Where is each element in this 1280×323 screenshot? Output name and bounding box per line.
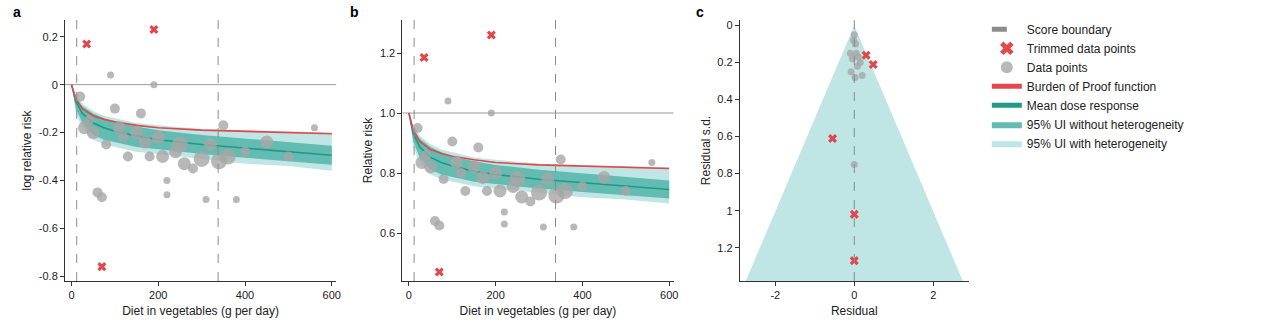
svg-text:0.6: 0.6 — [380, 227, 395, 239]
svg-text:95% UI without heterogeneity: 95% UI without heterogeneity — [1027, 118, 1184, 132]
svg-text:200: 200 — [149, 289, 167, 301]
svg-text:-0.2: -0.2 — [39, 126, 58, 138]
svg-text:b: b — [350, 4, 359, 20]
svg-text:1: 1 — [726, 205, 732, 217]
svg-text:Relative risk: Relative risk — [361, 117, 375, 183]
svg-text:1.0: 1.0 — [380, 107, 395, 119]
svg-text:-0.8: -0.8 — [39, 270, 58, 282]
svg-text:-0.6: -0.6 — [39, 222, 58, 234]
svg-text:Trimmed data points: Trimmed data points — [1027, 42, 1136, 56]
svg-text:Residual s.d.: Residual s.d. — [699, 116, 713, 185]
svg-text:600: 600 — [323, 289, 341, 301]
svg-text:log relative risk: log relative risk — [20, 109, 34, 190]
svg-text:2: 2 — [930, 289, 936, 301]
svg-text:a: a — [13, 4, 21, 20]
svg-text:Mean dose response: Mean dose response — [1027, 99, 1139, 113]
svg-text:0: 0 — [851, 289, 857, 301]
svg-text:Diet in vegetables (g per day): Diet in vegetables (g per day) — [460, 304, 617, 318]
svg-text:600: 600 — [660, 289, 678, 301]
svg-text:0.8: 0.8 — [717, 167, 732, 179]
svg-text:c: c — [696, 4, 704, 20]
svg-text:0.4: 0.4 — [717, 93, 732, 105]
svg-text:200: 200 — [486, 289, 504, 301]
svg-text:Score boundary: Score boundary — [1027, 23, 1112, 37]
svg-text:0: 0 — [726, 19, 732, 31]
svg-text:Residual: Residual — [831, 304, 878, 318]
svg-text:Diet in vegetables (g per day): Diet in vegetables (g per day) — [122, 304, 279, 318]
svg-text:0: 0 — [406, 289, 412, 301]
svg-text:1.2: 1.2 — [717, 242, 732, 254]
svg-text:400: 400 — [236, 289, 254, 301]
svg-text:0.6: 0.6 — [717, 130, 732, 142]
svg-text:400: 400 — [573, 289, 591, 301]
svg-text:1.2: 1.2 — [380, 47, 395, 59]
svg-text:-2: -2 — [770, 289, 780, 301]
svg-text:95% UI with heterogeneity: 95% UI with heterogeneity — [1027, 137, 1167, 151]
svg-text:-0.4: -0.4 — [39, 174, 58, 186]
svg-text:0: 0 — [52, 79, 58, 91]
svg-text:0.2: 0.2 — [43, 31, 58, 43]
svg-text:Burden of Proof function: Burden of Proof function — [1027, 80, 1156, 94]
svg-text:0.8: 0.8 — [380, 167, 395, 179]
svg-text:0: 0 — [68, 289, 74, 301]
svg-text:Data points: Data points — [1027, 61, 1088, 75]
svg-text:0.2: 0.2 — [717, 56, 732, 68]
